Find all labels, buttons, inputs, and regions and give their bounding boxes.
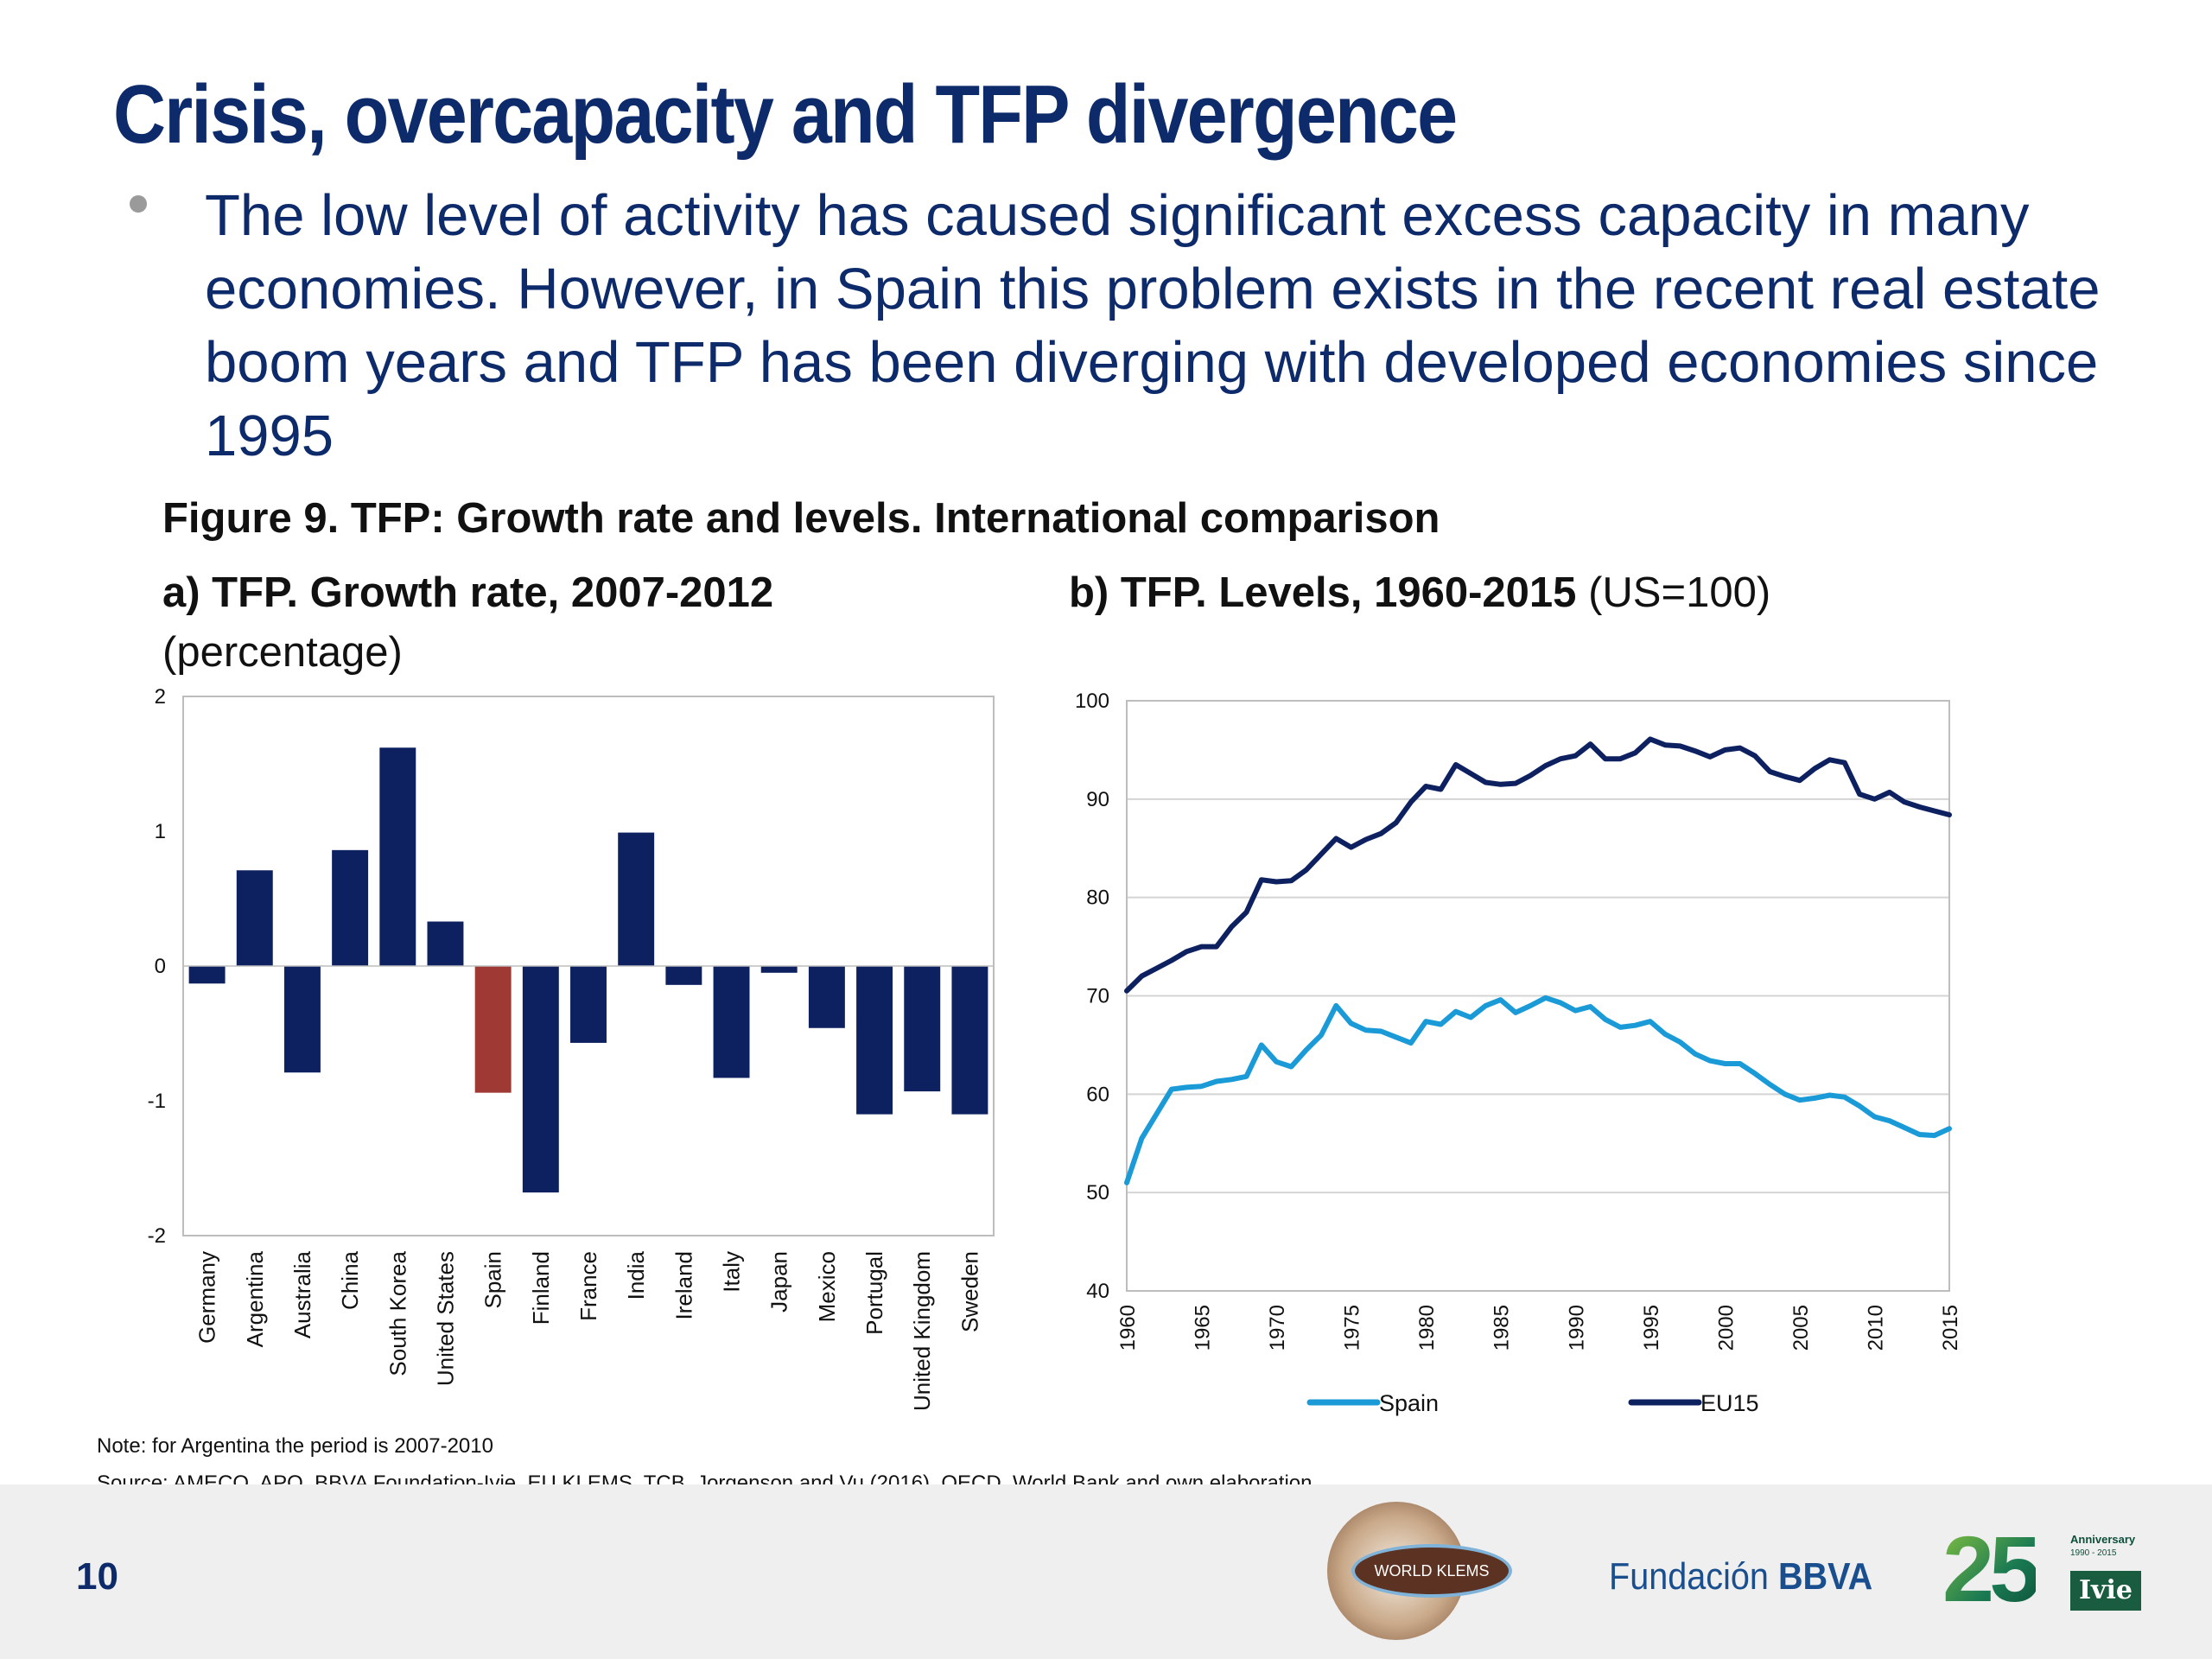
chart-a-unit: (percentage): [162, 629, 403, 676]
chart-a-title-text: a) TFP. Growth rate, 2007-2012: [162, 569, 774, 616]
bar: [188, 966, 226, 984]
note-text: Note: for Argentina the period is 2007-2…: [97, 1434, 493, 1458]
bullet-dot: [130, 195, 147, 213]
x-tick-label: 1960: [1116, 1305, 1140, 1351]
bullet-text: The low level of activity has caused sig…: [205, 183, 2101, 468]
bar: [808, 966, 845, 1028]
slide-title: Crisis, overcapacity and TFP divergence: [113, 68, 1458, 161]
y-tick-label: 90: [1086, 788, 1109, 811]
bar: [236, 870, 273, 966]
x-category-label: United States: [432, 1251, 458, 1386]
ivie-logo-name: Ivie: [2070, 1571, 2141, 1611]
x-category-label: Portugal: [861, 1251, 887, 1335]
x-category-label: Sweden: [957, 1251, 982, 1332]
x-tick-label: 1985: [1491, 1305, 1514, 1351]
x-category-label: United Kingdom: [909, 1251, 935, 1411]
x-tick-label: 1980: [1415, 1305, 1439, 1351]
x-tick-label: 1990: [1565, 1305, 1588, 1351]
series-line: [1124, 995, 1952, 1185]
y-tick-label: -1: [148, 1090, 166, 1113]
fundacion-bbva-logo: Fundación BBVA: [1609, 1555, 1872, 1599]
bar: [379, 747, 416, 966]
y-tick-label: 70: [1086, 985, 1109, 1008]
bar: [856, 966, 893, 1115]
bar: [618, 832, 655, 966]
chart-b-title: b) TFP. Levels, 1960-2015 (US=100): [1069, 569, 1770, 617]
y-tick-label: 0: [155, 955, 166, 978]
x-tick-label: 2010: [1864, 1305, 1887, 1351]
footer-bar: [0, 1484, 2212, 1659]
x-category-label: Australia: [289, 1250, 315, 1338]
line-chart: 100 90 80 70 60 50 40 1960 1965 1970 1975 1980 1985 1…: [1075, 690, 1962, 1416]
world-klems-logo: WORLD KLEMS: [1322, 1502, 1529, 1640]
y-tick-label: 40: [1086, 1280, 1109, 1303]
page-number: 10: [76, 1555, 118, 1598]
bar: [570, 966, 607, 1043]
x-tick-label: 2015: [1939, 1305, 1962, 1351]
x-category-label: South Korea: [385, 1250, 410, 1376]
y-tick-label: -2: [148, 1224, 166, 1248]
bar: [665, 966, 702, 985]
fundacion-bbva-logo-bold: BBVA: [1777, 1555, 1873, 1598]
bar: [283, 966, 321, 1073]
bar: [951, 966, 988, 1115]
x-tick-label: 1970: [1266, 1305, 1289, 1351]
x-category-label: Ireland: [671, 1251, 696, 1320]
y-tick-label: 50: [1086, 1181, 1109, 1205]
x-tick-label: 2000: [1714, 1305, 1738, 1351]
x-tick-label: 1965: [1192, 1305, 1215, 1351]
x-tick-label: 1995: [1640, 1305, 1663, 1351]
y-tick-label: 100: [1075, 690, 1109, 713]
x-category-label: Finland: [528, 1251, 554, 1325]
legend-label: EU15: [1700, 1390, 1759, 1416]
y-tick-label: 60: [1086, 1083, 1109, 1106]
x-category-label: Spain: [480, 1251, 506, 1309]
y-tick-label: 1: [155, 820, 166, 843]
chart-a-title: a) TFP. Growth rate, 2007-2012: [162, 569, 773, 617]
bar: [713, 966, 750, 1078]
x-category-label: Argentina: [242, 1250, 268, 1347]
bar: [760, 966, 798, 973]
ivie-logo-years: 1990 - 2015: [2070, 1548, 2117, 1558]
ivie-anniversary-logo: 25 Anniversary 1990 - 2015 Ivie: [1942, 1517, 2150, 1624]
x-category-label: Mexico: [814, 1251, 840, 1322]
bar: [332, 849, 369, 966]
x-category-label: Germany: [194, 1251, 220, 1344]
y-tick-label: 2: [155, 685, 166, 709]
bar: [427, 921, 464, 966]
x-tick-label: 2005: [1789, 1305, 1813, 1351]
series-line: [1124, 736, 1952, 994]
figure-title: Figure 9. TFP: Growth rate and levels. I…: [162, 495, 1440, 542]
bar: [522, 966, 559, 1193]
x-category-label: China: [337, 1250, 363, 1309]
bar: [904, 966, 941, 1092]
x-category-label: Italy: [719, 1251, 745, 1293]
bar: [474, 966, 512, 1093]
y-tick-label: 80: [1086, 887, 1109, 910]
chart-b-unit: (US=100): [1588, 569, 1771, 616]
x-tick-label: 1975: [1341, 1305, 1364, 1351]
ivie-logo-number: 25: [1942, 1516, 2041, 1621]
x-category-label: France: [575, 1251, 601, 1321]
ivie-logo-anniversary: Anniversary: [2070, 1533, 2136, 1546]
world-klems-logo-text: WORLD KLEMS: [1351, 1544, 1512, 1598]
x-category-label: India: [623, 1250, 649, 1300]
chart-b-title-text: b) TFP. Levels, 1960-2015: [1069, 569, 1577, 616]
bar-chart: 2 1 0 -1 -2 Germany Argentina Australia China Sou…: [148, 685, 995, 1411]
x-category-label: Japan: [766, 1251, 792, 1313]
line-chart-frame: [1126, 700, 1950, 1292]
legend-label: Spain: [1379, 1390, 1439, 1416]
fundacion-bbva-logo-prefix: Fundación: [1609, 1555, 1769, 1598]
